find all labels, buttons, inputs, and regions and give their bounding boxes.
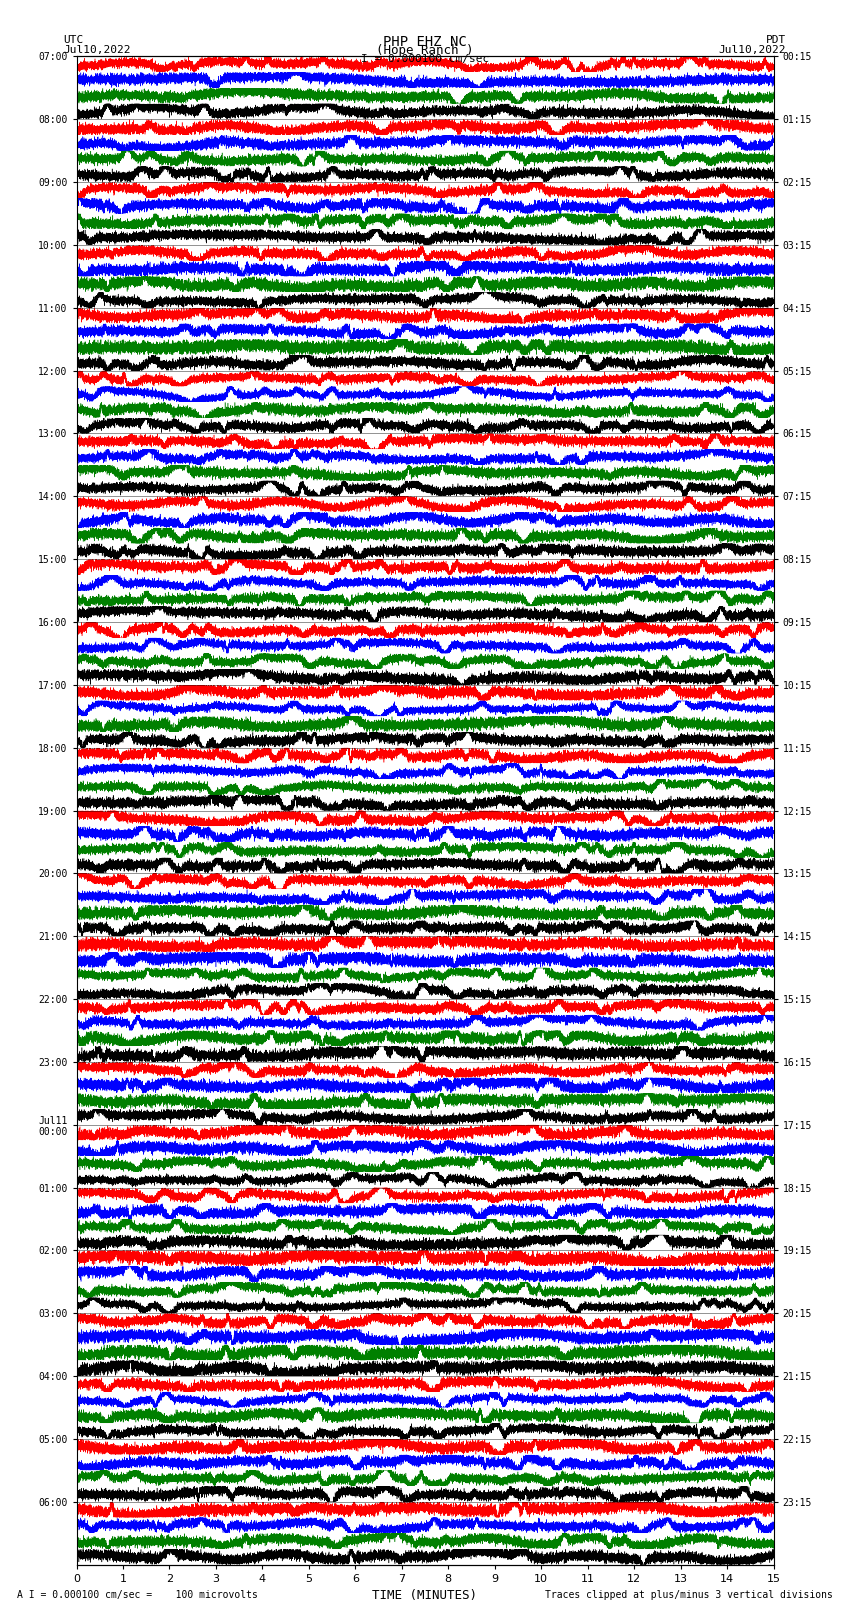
- Text: Traces clipped at plus/minus 3 vertical divisions: Traces clipped at plus/minus 3 vertical …: [545, 1590, 833, 1600]
- Text: PHP EHZ NC: PHP EHZ NC: [383, 35, 467, 48]
- Text: I = 0.000100 cm/sec: I = 0.000100 cm/sec: [361, 53, 489, 65]
- Text: A I = 0.000100 cm/sec =    100 microvolts: A I = 0.000100 cm/sec = 100 microvolts: [17, 1590, 258, 1600]
- Text: UTC: UTC: [64, 35, 84, 45]
- Text: (Hope Ranch ): (Hope Ranch ): [377, 44, 473, 58]
- Text: Jul10,2022: Jul10,2022: [719, 45, 786, 55]
- Text: PDT: PDT: [766, 35, 786, 45]
- X-axis label: TIME (MINUTES): TIME (MINUTES): [372, 1589, 478, 1602]
- Text: Jul10,2022: Jul10,2022: [64, 45, 131, 55]
